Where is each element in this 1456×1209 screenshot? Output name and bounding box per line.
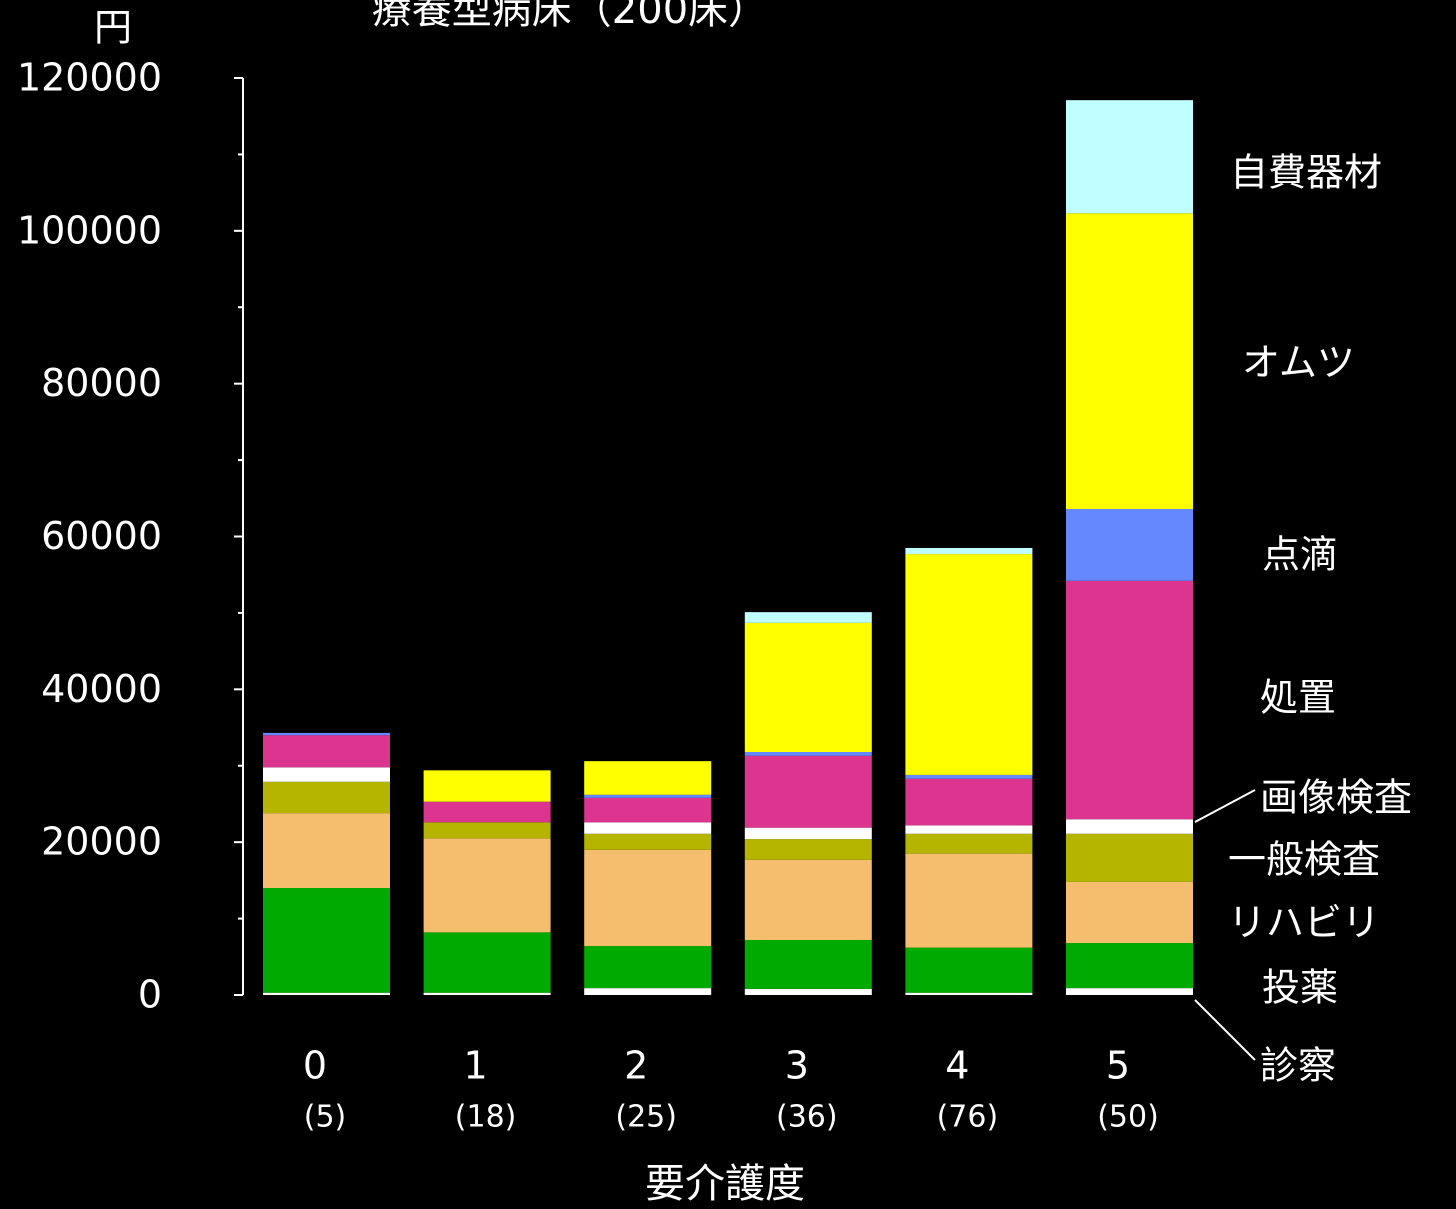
legend-label: 処置 bbox=[1260, 676, 1336, 720]
bar-segment bbox=[744, 988, 872, 995]
legend-label: 自費器材 bbox=[1230, 151, 1382, 195]
y-tick-label: 80000 bbox=[41, 361, 162, 405]
bar-segment bbox=[905, 992, 1033, 995]
x-tick-sublabel: (18) bbox=[455, 1100, 517, 1135]
bar-segment bbox=[263, 781, 390, 814]
bar-segment bbox=[744, 839, 872, 860]
bar-segment bbox=[744, 755, 872, 828]
x-tick-sublabel: (76) bbox=[937, 1100, 999, 1135]
bar-segment bbox=[584, 797, 712, 823]
connector bbox=[1194, 999, 1256, 1061]
x-tick-label: 1 bbox=[464, 1044, 488, 1088]
legend-label: 画像検査 bbox=[1260, 776, 1412, 820]
bar-segment bbox=[905, 833, 1033, 854]
bar-segment bbox=[744, 612, 872, 623]
y-tick-label: 20000 bbox=[41, 820, 162, 864]
bar-segment bbox=[744, 859, 872, 940]
bar-segment bbox=[744, 751, 872, 756]
bar-segment bbox=[744, 622, 872, 752]
bar-segment bbox=[263, 888, 390, 993]
bar-segment bbox=[905, 554, 1033, 775]
bar-segment bbox=[744, 939, 872, 989]
bar-segment bbox=[423, 822, 551, 839]
bar-segment bbox=[1066, 881, 1193, 944]
x-tick-sublabel: (50) bbox=[1097, 1100, 1159, 1135]
bar-segment bbox=[1066, 213, 1193, 509]
bar-segment bbox=[1066, 943, 1193, 989]
legend-label: 投薬 bbox=[1262, 966, 1338, 1010]
bar-segment bbox=[263, 813, 390, 889]
bar-segment bbox=[1066, 508, 1193, 581]
x-tick-label: 3 bbox=[785, 1044, 809, 1088]
bar-segment bbox=[1066, 988, 1193, 995]
bar-segment bbox=[423, 801, 551, 823]
legend-label: 一般検査 bbox=[1228, 838, 1380, 882]
bar-segment bbox=[905, 825, 1033, 834]
y-tick-label: 120000 bbox=[17, 56, 162, 100]
y-axis-label: 円 bbox=[94, 6, 132, 50]
bar-segment bbox=[584, 833, 712, 850]
bar-segment bbox=[905, 947, 1033, 993]
y-tick-label: 40000 bbox=[41, 667, 162, 711]
y-tick-label: 0 bbox=[138, 973, 162, 1017]
bar-segment bbox=[744, 827, 872, 840]
legend-label: オムツ bbox=[1242, 341, 1355, 385]
bar-segment bbox=[263, 735, 390, 768]
connector bbox=[1194, 789, 1256, 823]
bar-segment bbox=[263, 767, 390, 782]
x-axis-label: 要介護度 bbox=[645, 1161, 805, 1207]
y-tick-label: 100000 bbox=[17, 208, 162, 252]
x-tick-sublabel: (25) bbox=[615, 1100, 677, 1135]
bar-segment bbox=[1066, 100, 1193, 214]
legend-label: 診察 bbox=[1260, 1044, 1336, 1088]
x-tick-label: 2 bbox=[624, 1044, 648, 1088]
bar-segment bbox=[584, 946, 712, 989]
bar-segment bbox=[584, 988, 712, 995]
bar-segment bbox=[423, 932, 551, 993]
bar-segment bbox=[584, 849, 712, 947]
x-tick-label: 0 bbox=[303, 1044, 327, 1088]
bar-segment bbox=[1066, 580, 1193, 820]
legend-label: リハビリ bbox=[1228, 901, 1380, 945]
bar-segment bbox=[1066, 819, 1193, 834]
bar-segment bbox=[905, 778, 1033, 826]
chart-title: 療養型病床（200床） bbox=[372, 0, 768, 33]
x-tick-sublabel: (5) bbox=[304, 1100, 347, 1135]
bar-segment bbox=[584, 822, 712, 834]
x-tick-label: 4 bbox=[945, 1044, 969, 1088]
y-tick-label: 60000 bbox=[41, 514, 162, 558]
bar-segment bbox=[905, 853, 1033, 948]
bar-segment bbox=[263, 992, 390, 995]
bar-segment bbox=[263, 732, 390, 736]
bar-segment bbox=[584, 794, 712, 798]
legend-label: 点滴 bbox=[1262, 533, 1338, 577]
bar-segment bbox=[423, 770, 551, 802]
bar-segment bbox=[905, 774, 1033, 779]
bar-segment bbox=[423, 838, 551, 933]
bar-segment bbox=[1066, 833, 1193, 882]
bar-segment bbox=[423, 992, 551, 995]
x-tick-label: 5 bbox=[1106, 1044, 1130, 1088]
x-tick-sublabel: (36) bbox=[776, 1100, 838, 1135]
bar-segment bbox=[584, 761, 712, 795]
bar-segment bbox=[905, 547, 1033, 555]
